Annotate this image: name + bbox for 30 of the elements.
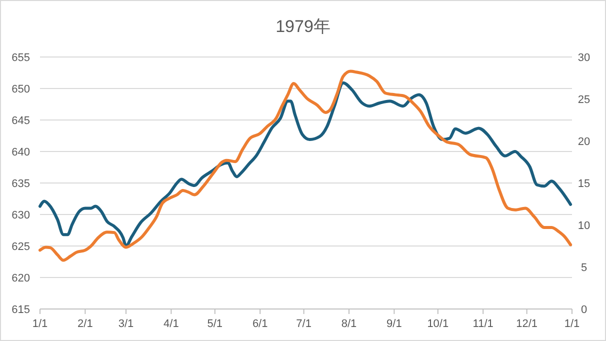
- x-tick-label: 10/1: [427, 318, 449, 330]
- y2-tick-label: 10: [578, 220, 590, 232]
- chart-title: 1979年: [276, 17, 330, 36]
- y-tick-label: 645: [12, 115, 30, 127]
- x-tick-label: 8/1: [341, 318, 357, 330]
- x-tick-label: 1/1: [564, 318, 580, 330]
- y-tick-label: 625: [12, 241, 30, 253]
- y-tick-label: 635: [12, 178, 30, 190]
- x-tick-label: 9/1: [386, 318, 402, 330]
- y2-tick-label: 5: [580, 262, 588, 274]
- x-tick-label: 12/1: [516, 318, 538, 330]
- y-tick-label: 620: [12, 272, 30, 284]
- x-tick-label: 4/1: [164, 318, 179, 330]
- y-tick-label: 655: [12, 52, 30, 64]
- x-tick-label: 7/1: [296, 318, 312, 330]
- y-tick-label: 630: [12, 210, 30, 222]
- y-tick-label: 650: [12, 84, 30, 96]
- x-tick-label: 3/1: [118, 318, 134, 330]
- x-tick-label: 1/1: [32, 318, 48, 330]
- y2-tick-label: 15: [578, 178, 590, 190]
- y-tick-label: 640: [12, 146, 30, 158]
- x-tick-label: 6/1: [252, 318, 268, 330]
- x-tick-label: 5/1: [207, 318, 223, 330]
- y2-tick-label: 20: [578, 136, 590, 148]
- x-tick-label: 11/1: [472, 318, 494, 330]
- x-tick-label: 2/1: [78, 318, 93, 330]
- y2-tick-label: 30: [578, 52, 590, 64]
- y2-tick-label: 0: [580, 304, 588, 316]
- y2-tick-label: 25: [578, 94, 590, 106]
- y-tick-label: 615: [12, 304, 30, 316]
